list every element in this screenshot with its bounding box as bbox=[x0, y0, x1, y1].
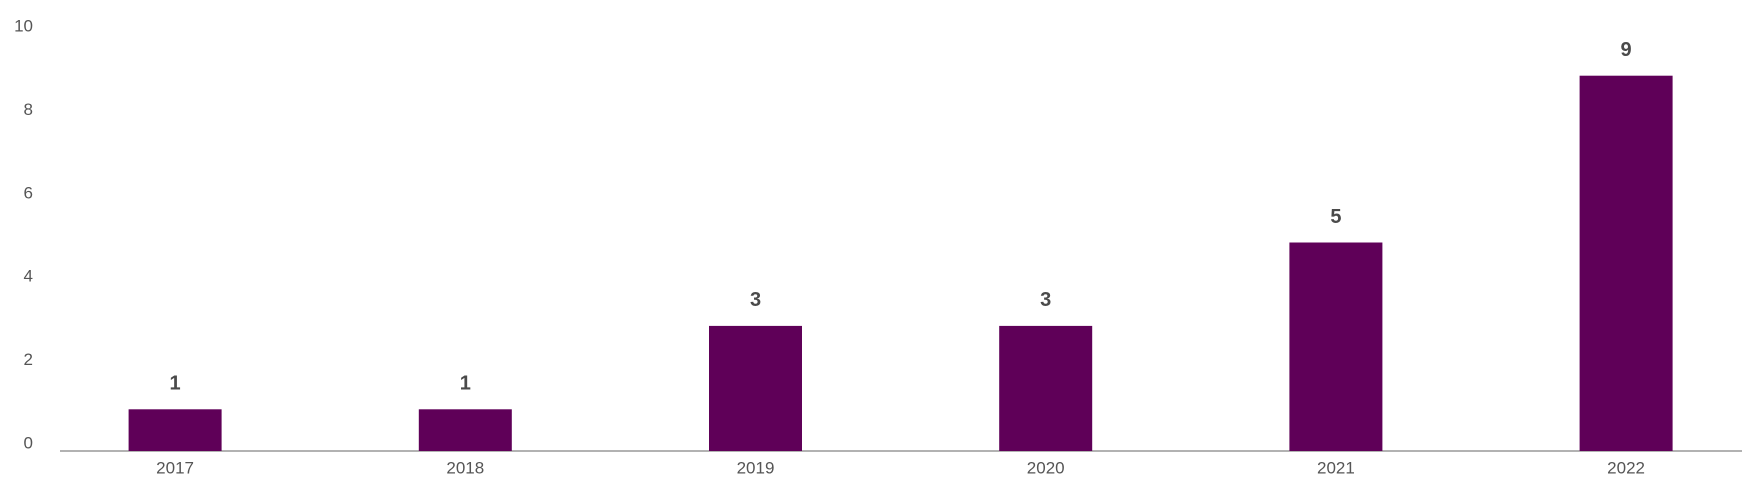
x-tick-label: 2022 bbox=[1607, 458, 1645, 477]
y-tick-label: 4 bbox=[24, 267, 33, 286]
x-tick-label: 2020 bbox=[1027, 458, 1065, 477]
bar bbox=[1289, 242, 1383, 451]
y-tick-label: 2 bbox=[24, 350, 33, 369]
y-tick-label: 0 bbox=[24, 433, 33, 452]
x-tick-label: 2018 bbox=[446, 458, 484, 477]
value-label: 9 bbox=[1621, 39, 1632, 61]
bar bbox=[1579, 75, 1673, 451]
x-tick-label: 2021 bbox=[1317, 458, 1355, 477]
value-label: 3 bbox=[1040, 289, 1051, 311]
x-tick-label: 2017 bbox=[156, 458, 194, 477]
value-label: 5 bbox=[1330, 206, 1341, 228]
y-tick-label: 6 bbox=[24, 183, 33, 202]
y-tick-label: 10 bbox=[14, 16, 33, 35]
x-tick-label: 2019 bbox=[737, 458, 775, 477]
bar bbox=[709, 325, 802, 451]
value-label: 1 bbox=[460, 373, 471, 395]
value-label: 3 bbox=[750, 289, 761, 311]
bar bbox=[999, 325, 1093, 451]
bar bbox=[418, 409, 512, 451]
y-tick-label: 8 bbox=[24, 100, 33, 119]
bar bbox=[128, 409, 222, 451]
value-label: 1 bbox=[170, 373, 181, 395]
